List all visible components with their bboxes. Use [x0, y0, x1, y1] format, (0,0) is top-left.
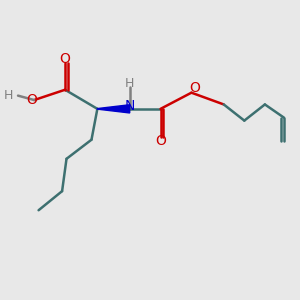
- Polygon shape: [98, 105, 130, 113]
- Text: N: N: [124, 99, 135, 113]
- Text: H: H: [4, 89, 14, 102]
- Text: O: O: [26, 93, 37, 107]
- Text: O: O: [60, 52, 70, 66]
- Text: O: O: [155, 134, 166, 148]
- Text: H: H: [125, 77, 134, 90]
- Text: O: O: [189, 81, 200, 95]
